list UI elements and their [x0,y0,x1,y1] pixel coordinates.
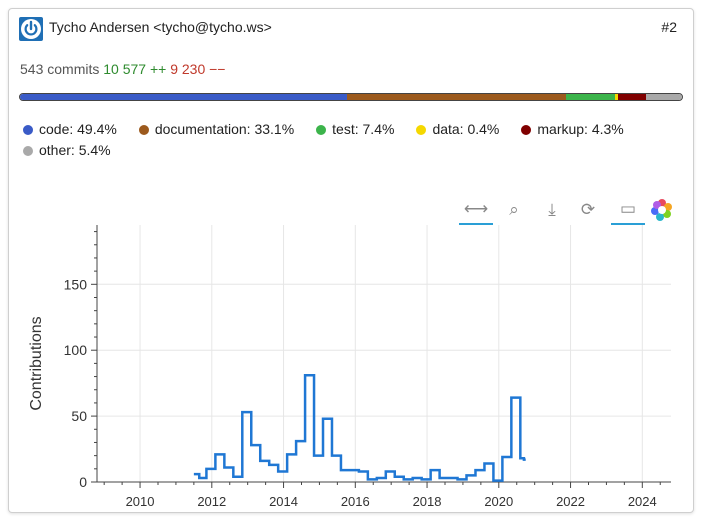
breakdown-segment [20,94,348,100]
legend-label: test: 7.4% [332,121,395,137]
chart-logo[interactable] [645,195,679,225]
chart-toolbar: ⟷ ⌕ ⤓ ⟳ ▭ [449,195,679,225]
pan-button[interactable]: ⟷ [459,195,493,225]
x-tick-label: 2022 [556,494,585,509]
reset-icon: ⟳ [580,200,596,219]
legend-item: data: 0.4% [416,119,499,140]
power-icon [21,19,41,39]
breakdown-segment [646,94,682,100]
tooltip-icon: ▭ [619,199,637,218]
author-name-email: Tycho Andersen <tycho@tycho.ws> [49,19,272,35]
x-tick-label: 2020 [484,494,513,509]
legend-dot [416,125,427,135]
pan-icon: ⟷ [463,199,489,218]
download-icon: ⤓ [548,200,556,219]
x-tick-label: 2018 [413,494,442,509]
y-tick-label: 50 [71,408,87,424]
x-tick-label: 2012 [197,494,226,509]
author-card: Tycho Andersen <tycho@tycho.ws> #2 543 c… [8,8,694,513]
commit-stats: 543 commits 10 577 ++ 9 230 −− [20,61,225,77]
breakdown-segment [615,94,618,100]
breakdown-segment [566,94,616,100]
author-rank: #2 [661,19,677,35]
y-tick-label: 150 [64,276,88,292]
x-tick-label: 2010 [126,494,155,509]
contributions-chart: 0 50 100 150 2010 2012 2014 2016 2018 2020 2022 202… [28,225,671,509]
legend-item: other: 5.4% [23,140,111,161]
legend-label: markup: 4.3% [537,121,624,137]
y-tick-label: 100 [64,342,88,358]
legend-dot [316,125,327,135]
legend-dot [23,125,33,135]
legend-item: documentation: 33.1% [138,119,295,140]
avatar[interactable] [19,17,43,41]
legend-item: markup: 4.3% [521,119,624,140]
y-axis-label: Contributions [28,316,45,410]
breakdown-segment [617,94,647,100]
breakdown-segment [347,94,567,100]
reset-button[interactable]: ⟳ [571,195,605,225]
legend-dot [23,146,33,156]
zoom-button[interactable]: ⌕ [497,195,531,225]
x-tick-label: 2016 [341,494,370,509]
additions-count: 10 577 ++ [103,61,167,77]
legend-label: code: 49.4% [39,121,117,137]
legend-label: other: 5.4% [39,142,111,158]
contributions-series-line [193,373,526,482]
x-tick-label: 2014 [269,494,298,509]
legend-label: documentation: 33.1% [154,121,295,137]
language-legend: code: 49.4% documentation: 33.1% test: 7.4… [23,119,683,161]
legend-item: test: 7.4% [316,119,394,140]
commit-count: 543 commits [20,61,100,77]
y-tick-label: 0 [79,474,87,490]
flower-logo-icon [651,199,672,221]
download-button[interactable]: ⤓ [535,195,569,225]
card-header: Tycho Andersen <tycho@tycho.ws> #2 [19,17,681,41]
legend-dot [138,125,149,135]
legend-item: code: 49.4% [23,119,117,140]
x-tick-label: 2024 [628,494,657,509]
legend-dot [521,125,532,135]
tooltip-button[interactable]: ▭ [611,195,645,225]
zoom-icon: ⌕ [509,200,519,219]
legend-label: data: 0.4% [432,121,500,137]
deletions-count: 9 230 −− [170,61,226,77]
language-breakdown-bar [19,93,683,101]
